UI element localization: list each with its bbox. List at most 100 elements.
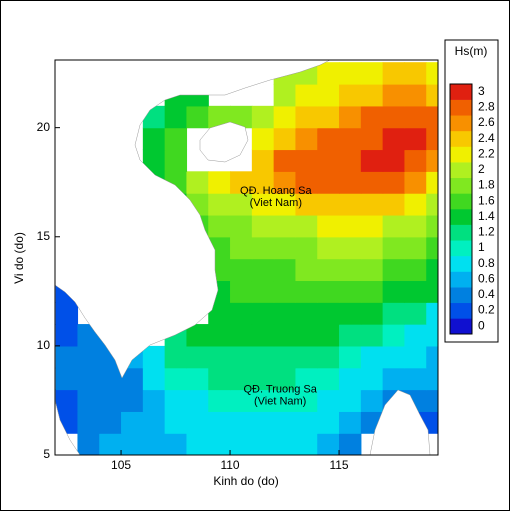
colorbar-border — [449, 83, 473, 335]
colorbar-title: Hs(m) — [455, 44, 488, 58]
colorbar-label: 2 — [478, 162, 485, 176]
field-cell — [186, 345, 209, 369]
field-cell — [251, 149, 275, 172]
colorbar-swatch — [450, 255, 472, 272]
field-cell — [251, 367, 275, 391]
field-cell — [295, 236, 318, 260]
field-cell — [230, 345, 253, 369]
field-cell — [360, 389, 384, 412]
field-cell — [121, 433, 144, 455]
field-cell — [295, 389, 318, 412]
field-cell — [404, 236, 427, 260]
field-cell — [360, 280, 384, 303]
field-cell — [121, 389, 144, 412]
field-cell — [360, 236, 384, 260]
y-tick-label: 10 — [37, 338, 51, 352]
field-cell — [230, 302, 253, 325]
field-cell — [382, 302, 406, 325]
colorbar-label: 0.8 — [478, 256, 495, 270]
field-cell — [273, 236, 297, 260]
field-cell — [404, 149, 427, 172]
field-cell — [186, 433, 209, 455]
field-cell — [404, 214, 427, 238]
field-cell — [360, 345, 384, 369]
field-cell — [186, 171, 209, 194]
field-cell — [382, 214, 406, 238]
field-cell — [230, 433, 253, 455]
field-cell — [404, 345, 427, 369]
field-cell — [404, 171, 427, 194]
field-layer — [55, 62, 438, 455]
field-cell — [273, 258, 297, 282]
field-cell — [273, 84, 297, 107]
colorbar-label: 2.6 — [478, 115, 495, 129]
field-cell — [404, 62, 427, 85]
field-cell — [339, 324, 362, 347]
field-cell — [273, 324, 297, 347]
colorbar-swatch — [450, 146, 472, 163]
field-cell — [339, 389, 362, 412]
field-cell — [230, 411, 253, 434]
x-tick-label: 110 — [220, 458, 239, 472]
field-cell — [360, 302, 384, 325]
colorbar-label: 0.4 — [478, 287, 495, 301]
colorbar-swatch — [450, 177, 472, 194]
field-cell — [426, 345, 438, 369]
colorbar-label: 0 — [478, 318, 485, 332]
field-cell — [317, 345, 340, 369]
colorbar-label: 0.2 — [478, 303, 495, 317]
field-cell — [339, 236, 362, 260]
field-cell — [251, 302, 275, 325]
field-cell — [339, 411, 362, 434]
field-cell — [77, 433, 100, 455]
field-cell — [295, 149, 318, 172]
field-cell — [295, 214, 318, 238]
annotation: QĐ. Truong Sa — [243, 383, 317, 395]
field-cell — [339, 258, 362, 282]
field-cell — [99, 389, 122, 412]
field-cell — [404, 105, 427, 129]
field-cell — [273, 127, 297, 151]
field-cell — [382, 127, 406, 151]
colorbar-swatch — [450, 209, 472, 225]
colorbar-label: 2.2 — [478, 146, 495, 160]
field-cell — [273, 280, 297, 303]
field-cell — [230, 105, 253, 129]
field-cell — [251, 105, 275, 129]
field-cell — [273, 105, 297, 129]
colorbar-swatch — [450, 193, 472, 210]
field-cell — [230, 214, 253, 238]
colorbar-label: 1.2 — [478, 225, 495, 239]
field-cell — [251, 171, 275, 194]
field-cell — [404, 127, 427, 151]
field-cell — [295, 171, 318, 194]
field-cell — [404, 302, 427, 325]
field-cell — [426, 389, 438, 412]
land-hainan — [199, 121, 249, 163]
field-cell — [426, 214, 438, 238]
field-cell — [317, 214, 340, 238]
field-cell — [55, 389, 79, 412]
field-cell — [339, 62, 362, 85]
field-cell — [382, 236, 406, 260]
field-cell — [339, 214, 362, 238]
field-cell — [317, 236, 340, 260]
field-cell — [251, 258, 275, 282]
field-cell — [426, 62, 438, 85]
land-indochina — [55, 60, 331, 379]
x-axis-label: Kinh do (do) — [213, 474, 278, 488]
land-borneo — [369, 389, 431, 455]
colorbar-label: 1 — [478, 240, 485, 254]
colorbar-swatch — [450, 162, 472, 179]
field-cell — [360, 367, 384, 391]
field-cell — [186, 105, 209, 129]
field-cell — [273, 302, 297, 325]
field-cell — [142, 389, 166, 412]
field-cell — [295, 324, 318, 347]
field-cell — [382, 171, 406, 194]
colorbar-swatch — [450, 130, 472, 147]
field-cell — [404, 84, 427, 107]
annotation: (Viet Nam) — [250, 197, 302, 209]
field-cell — [360, 105, 384, 129]
field-cell — [142, 411, 166, 434]
